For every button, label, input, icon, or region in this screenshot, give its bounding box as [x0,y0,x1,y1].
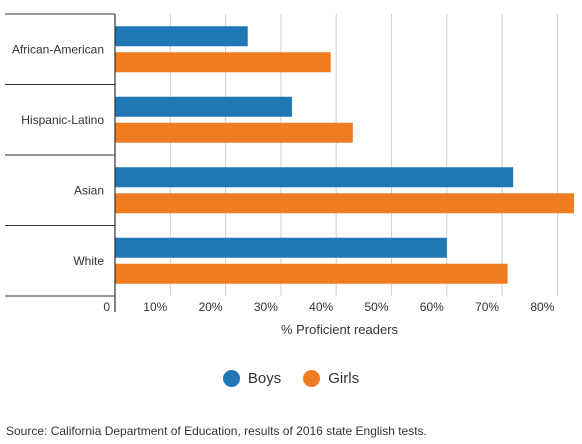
x-tick-label-1: 10% [143,300,167,314]
bar-girls-asian [115,193,574,214]
x-tick-label-4: 40% [309,300,333,314]
x-tick-label-7: 70% [475,300,499,314]
chart-legend: Boys Girls [0,367,582,389]
legend-swatch-boys [222,369,240,387]
legend-item-girls: Girls [303,369,360,387]
x-tick-label-6: 60% [420,300,444,314]
bar-girls-hispanic-latino [115,122,353,143]
bar-girls-white [115,263,508,284]
bar-boys-hispanic-latino [115,96,292,117]
legend-swatch-girls [303,369,321,387]
x-tick-label-0: 0 [103,300,110,314]
category-label-hispanic-latino: Hispanic-Latino [21,113,104,127]
legend-label-girls: Girls [328,369,360,387]
legend-label-boys: Boys [247,369,282,387]
source-note: Source: California Department of Educati… [6,424,427,438]
category-label-african-american: African-American [12,42,104,56]
bar-girls-african-american [115,52,331,73]
bar-boys-white [115,237,447,258]
x-tick-label-8: 80% [530,300,554,314]
x-tick-label-2: 20% [199,300,223,314]
bar-chart: African-American Hispanic-Latino Asian Whit… [5,13,574,337]
bar-boys-african-american [115,26,248,47]
x-axis-title: % Proficient readers [281,322,399,337]
bar-boys-asian [115,167,514,188]
x-tick-label-3: 30% [254,300,278,314]
x-tick-label-5: 50% [364,300,388,314]
legend-item-boys: Boys [222,369,282,387]
category-label-white: White [73,254,104,268]
category-label-asian: Asian [74,183,104,197]
